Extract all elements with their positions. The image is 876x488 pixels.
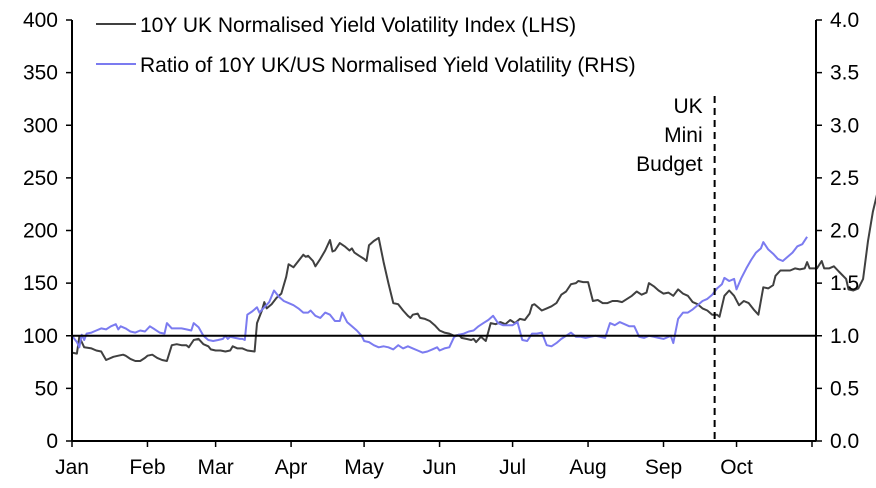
legend-label-uk-volatility: 10Y UK Normalised Yield Volatility Index…: [140, 14, 576, 37]
mini-budget-annotation: UK Mini Budget: [636, 95, 716, 441]
right-y-tick-label: 1.0: [830, 325, 859, 348]
right-y-tick-label: 0.5: [830, 377, 859, 400]
x-tick-label-jul: Jul: [499, 456, 526, 479]
right-y-tick-label: 2.0: [830, 220, 859, 243]
left-y-tick-label: 200: [23, 220, 58, 243]
left-y-tick-label: 350: [23, 62, 58, 85]
right-y-tick-label: 1.5: [830, 272, 859, 295]
x-tick-label-sep: Sep: [645, 456, 682, 479]
x-tick-label-may: May: [344, 456, 384, 479]
annotation-line-2: Mini: [664, 124, 703, 147]
x-tick-label-feb: Feb: [129, 456, 165, 479]
legend-label-uk-us-ratio: Ratio of 10Y UK/US Normalised Yield Vola…: [140, 54, 636, 77]
legend: 10Y UK Normalised Yield Volatility Index…: [96, 14, 636, 77]
left-y-tick-label: 400: [23, 9, 58, 32]
x-tick-label-apr: Apr: [275, 456, 308, 479]
annotation-line-3: Budget: [636, 153, 703, 176]
left-y-tick-label: 150: [23, 272, 58, 295]
right-y-tick-label: 2.5: [830, 167, 859, 190]
left-y-tick-label: 100: [23, 325, 58, 348]
series-line-uk-volatility: [71, 194, 876, 362]
annotation-line-1: UK: [673, 95, 702, 118]
right-y-tick-label: 0.0: [830, 430, 859, 453]
left-y-tick-label: 300: [23, 114, 58, 137]
right-y-tick-label: 3.0: [830, 114, 859, 137]
right-y-tick-label: 4.0: [830, 9, 859, 32]
series-line-uk-us-ratio: [71, 236, 808, 354]
left-y-tick-label: 250: [23, 167, 58, 190]
left-y-tick-label: 50: [35, 377, 58, 400]
x-tick-label-jan: Jan: [55, 456, 89, 479]
left-y-tick-label: 0: [46, 430, 58, 453]
right-y-tick-label: 3.5: [830, 62, 859, 85]
x-tick-label-jun: Jun: [423, 456, 457, 479]
x-tick-label-oct: Oct: [720, 456, 753, 479]
x-tick-label-aug: Aug: [569, 456, 606, 479]
x-tick-label-mar: Mar: [198, 456, 234, 479]
